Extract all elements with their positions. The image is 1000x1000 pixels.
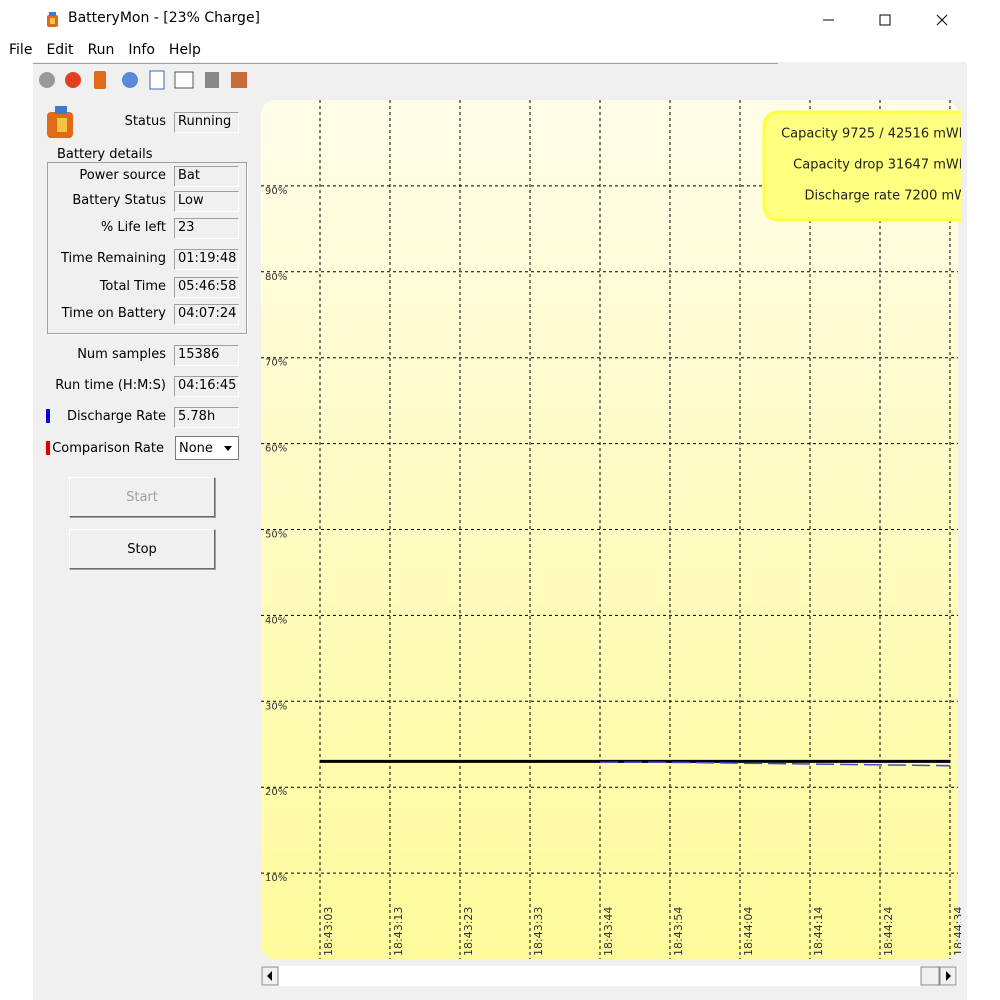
info-text: Capacity 9725 / 42516 mWh xyxy=(781,127,961,142)
x-tick-label: 18:43:03 xyxy=(322,907,335,956)
x-tick-label: 18:44:34 xyxy=(952,907,961,956)
comparison-select[interactable]: None xyxy=(175,436,239,460)
chart: 10% 20% 30% 40% 50% 60% 70% 80% 90% 18:43:03 18:43… xyxy=(261,100,961,986)
scroll-thumb[interactable] xyxy=(920,966,940,986)
info-box xyxy=(762,110,961,222)
field-label: Time on Battery xyxy=(61,306,166,321)
battery-icon xyxy=(47,106,73,138)
group-title: Battery details xyxy=(55,147,155,162)
x-tick-label: 18:43:33 xyxy=(532,907,545,956)
title-bar xyxy=(0,0,1000,38)
y-tick-label: 20% xyxy=(265,787,287,798)
field-label: Num samples xyxy=(77,347,166,362)
field-value: Running xyxy=(174,112,239,133)
select-value: None xyxy=(179,440,213,456)
comparison-marker xyxy=(46,441,50,455)
y-tick-label: 30% xyxy=(265,701,287,712)
x-tick-label: 18:44:04 xyxy=(742,907,755,956)
window-controls[interactable] xyxy=(803,8,967,32)
y-tick-label: 40% xyxy=(265,615,287,626)
menu-item[interactable]: Edit xyxy=(46,42,74,58)
app-icon xyxy=(47,12,58,27)
field-label: Status xyxy=(124,114,166,129)
field-value: 05:46:58 xyxy=(174,277,239,298)
field-value: 23 xyxy=(174,218,239,239)
field-label: % Life left xyxy=(100,220,166,235)
x-tick-label: 18:43:23 xyxy=(462,907,475,956)
field-value: 15386 xyxy=(174,345,239,366)
x-tick-label: 18:43:54 xyxy=(672,907,685,956)
info-text: Capacity drop 31647 mWh xyxy=(793,158,961,173)
y-tick-label: 80% xyxy=(265,272,287,283)
dropdown-arrow[interactable] xyxy=(220,440,236,456)
field-value: Low xyxy=(174,191,239,212)
info-text: Discharge rate 7200 mW xyxy=(804,189,961,204)
field-label: Total Time xyxy=(99,279,166,294)
group-box xyxy=(47,162,247,334)
field-value: 04:16:45 xyxy=(174,376,239,397)
menu-item[interactable]: File xyxy=(9,42,33,58)
x-tick-label: 18:43:44 xyxy=(602,907,615,956)
data-line xyxy=(600,761,951,767)
field-label: Run time (H:M:S) xyxy=(55,378,166,393)
window-title: BatteryMon - [23% Charge] xyxy=(68,10,261,26)
field-value: 5.78h xyxy=(174,407,239,428)
separator xyxy=(33,63,778,64)
menu-bar: File Edit Run Info Help xyxy=(0,38,1000,62)
stop-button[interactable]: Stop xyxy=(69,529,215,569)
y-tick-label: 90% xyxy=(265,186,287,197)
y-tick-label: 70% xyxy=(265,358,287,369)
menu-item[interactable]: Run xyxy=(87,42,115,58)
field-value: 04:07:24 xyxy=(174,304,239,325)
field-label: Time Remaining xyxy=(61,251,166,266)
y-tick-label: 60% xyxy=(265,444,287,455)
menu-item[interactable]: Help xyxy=(168,42,201,58)
field-value: 01:19:48 xyxy=(174,249,239,270)
y-tick-label: 10% xyxy=(265,873,287,884)
field-label: Power source xyxy=(79,168,166,183)
toolbar[interactable] xyxy=(35,66,260,96)
field-label: Battery Status xyxy=(72,193,166,208)
field-label: Comparison Rate xyxy=(52,441,164,456)
scrollbar[interactable] xyxy=(261,966,958,986)
start-button[interactable]: Start xyxy=(69,477,215,517)
y-tick-label: 50% xyxy=(265,530,287,541)
field-value: Bat xyxy=(174,166,239,187)
menu-item[interactable]: Info xyxy=(128,42,155,58)
discharge-marker xyxy=(46,409,50,423)
field-label: Discharge Rate xyxy=(66,409,166,424)
x-tick-label: 18:44:14 xyxy=(812,907,825,956)
x-tick-label: 18:43:13 xyxy=(392,907,405,956)
x-tick-label: 18:44:24 xyxy=(882,907,895,956)
